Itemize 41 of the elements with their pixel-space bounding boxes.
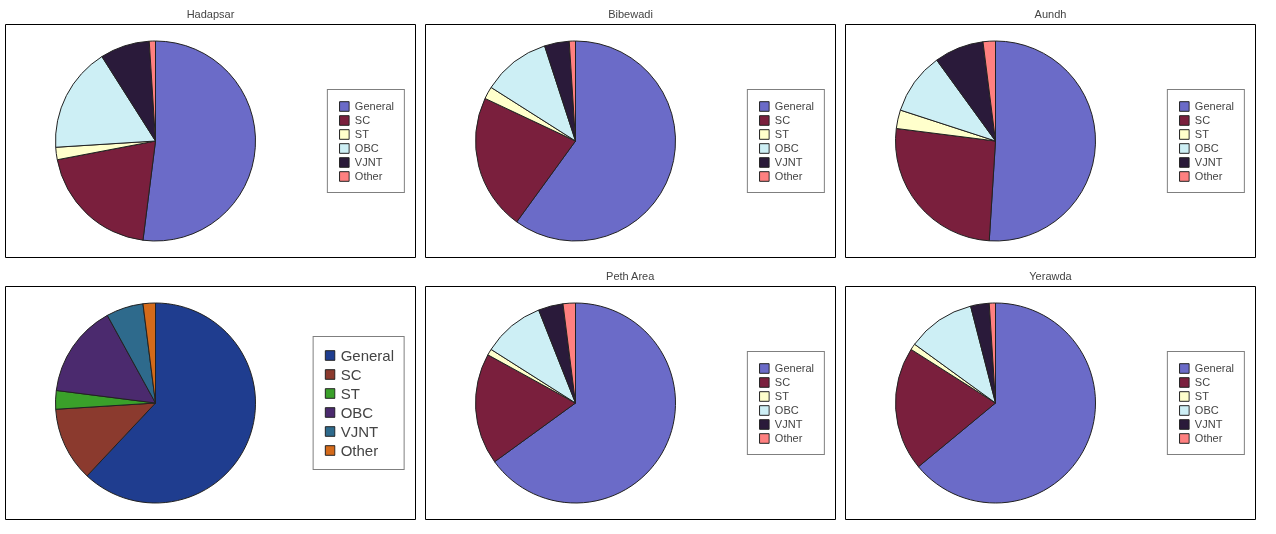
chart-title: Peth Area (606, 269, 656, 282)
legend-label: VJNT (354, 155, 383, 168)
legend-label: General (1194, 361, 1234, 374)
legend-label: ST (340, 384, 361, 402)
legend-label: Other (1194, 169, 1223, 182)
legend-label: SC (1194, 375, 1212, 388)
legend-label: General (774, 99, 814, 112)
legend-label: Other (774, 169, 803, 182)
legend-label: ST (1194, 389, 1210, 402)
legend-label: OBC (340, 403, 374, 421)
legend-label: ST (774, 389, 790, 402)
legend-label: SC (340, 365, 362, 383)
legend-label: Other (774, 431, 803, 444)
legend-label: VJNT (340, 422, 379, 440)
legend-label: ST (1194, 127, 1210, 140)
legend-label: VJNT (1194, 155, 1223, 168)
chart-title: Aundh (1034, 7, 1067, 20)
legend-label: SC (774, 113, 792, 126)
legend-label: OBC (774, 141, 799, 154)
legend-label: Other (354, 169, 383, 182)
legend-label: General (1194, 99, 1234, 112)
legend-label: SC (774, 375, 792, 388)
legend-label: Other (1194, 431, 1223, 444)
legend-label: ST (354, 127, 370, 140)
legend-label: OBC (354, 141, 379, 154)
legend-label: VJNT (774, 155, 803, 168)
legend-label: VJNT (774, 417, 803, 430)
chart-title: Yerawda (1029, 269, 1073, 282)
legend-label: General (340, 346, 394, 364)
legend-label: OBC (1194, 141, 1219, 154)
chart-title: Hadapsar (186, 7, 235, 20)
legend-label: OBC (1194, 403, 1219, 416)
legend-label: ST (774, 127, 790, 140)
legend-label: SC (1194, 113, 1212, 126)
chart-title: Bibewadi (608, 7, 653, 20)
legend-label: Other (340, 441, 379, 459)
legend-label: OBC (774, 403, 799, 416)
legend-label: SC (354, 113, 372, 126)
legend-label: General (354, 99, 394, 112)
legend-label: VJNT (1194, 417, 1223, 430)
legend-label: General (774, 361, 814, 374)
